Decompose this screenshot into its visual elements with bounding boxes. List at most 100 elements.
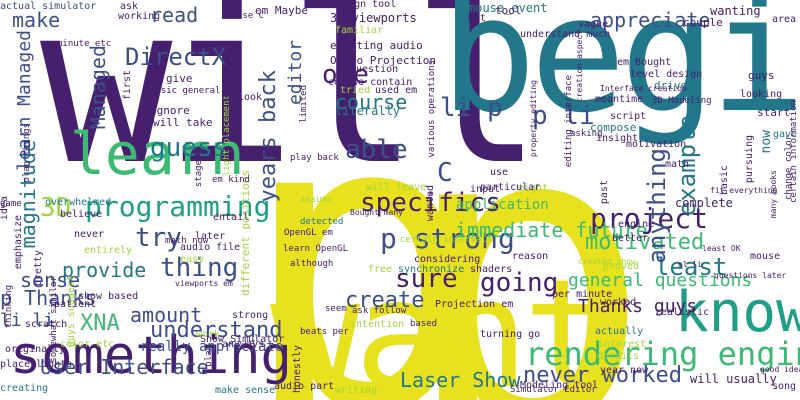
cloud-word: anyways [222,339,265,350]
cloud-word: place lights [0,359,73,370]
cloud-word: show based [78,291,139,302]
cloud-word: sense [20,268,81,292]
cloud-word: actually [595,326,644,337]
cloud-word: entail [213,212,250,223]
cloud-word: emphasize [13,215,24,270]
cloud-word: guess [150,133,229,163]
cloud-word: past [599,180,610,205]
cloud-word: em Bought [617,57,672,68]
cloud-word: meantime [595,94,644,105]
cloud-word: wanting [710,4,761,18]
cloud-word: drive [654,79,688,92]
cloud-word: minute etc [57,39,112,49]
cloud-word: reason [512,251,549,262]
cloud-word: might [518,183,549,194]
cloud-word: em kind [212,175,250,185]
cloud-word: project [590,202,709,235]
cloud-word: beats per [300,327,349,337]
cloud-word: created show [578,257,636,266]
cloud-word: certain intervals [400,235,493,245]
cloud-word: patient [54,299,97,310]
cloud-word: 3D Modeling [652,96,712,106]
cloud-word: plan [204,345,214,367]
cloud-word: one [322,60,369,90]
cloud-word: understand much [520,29,611,40]
cloud-word: Ortho Projection [330,54,436,67]
cloud-word: make sense [215,385,276,396]
cloud-word: creating [0,383,49,394]
cloud-word: least OK [702,244,741,253]
cloud-word: Bought many [350,208,403,217]
cloud-word: Show Simulator [200,334,285,345]
cloud-word: input [470,184,501,195]
cloud-word: song [772,381,797,392]
cloud-word: gave [773,129,798,140]
cloud-word: editing interface [564,75,574,168]
cloud-word: good idea [760,365,800,374]
cloud-word: later [195,231,226,242]
cloud-word: complete [675,196,733,210]
cloud-word: based [410,319,438,329]
cloud-word: learn OpenGL [283,244,349,254]
cloud-word: stage [194,160,204,188]
cloud-word: guys suggest [66,275,77,348]
cloud-word: C [437,158,453,188]
cloud-word: ol li [678,260,703,269]
cloud-word: guys [748,69,775,82]
cloud-word: worked [600,297,637,308]
cloud-word: know [675,280,800,345]
cloud-word: assume [300,195,333,205]
cloud-word: better [612,233,649,244]
cloud-word: will take [153,116,213,129]
cloud-word: use C [237,11,265,21]
cloud-word: begin [440,0,800,148]
cloud-word: create [345,288,425,313]
cloud-word: ignore [150,104,190,117]
cloud-word: p strong [380,222,515,255]
cloud-word: turning go [480,329,541,340]
cloud-word: mouse_event [468,1,548,15]
cloud-word: synchronize [398,264,465,275]
cloud-word: tool [495,4,522,17]
cloud-word: User Interface [40,355,209,379]
cloud-word: script [610,111,647,122]
cloud-word: engine [618,219,655,230]
cloud-word: compose [590,121,637,134]
cloud-word: Interface creation [600,84,687,93]
cloud-word: light placement [222,95,232,177]
cloud-word: general questions [568,270,753,291]
cloud-word: thing [160,253,239,283]
cloud-word: tried [340,85,371,96]
cloud-word: p [238,26,485,400]
cloud-word: limited [299,85,309,123]
cloud-word: looking [740,89,783,100]
cloud-word: 3D [40,193,72,223]
cloud-word: level design [630,69,703,80]
cloud-word: year now [600,365,649,376]
cloud-word: honestly [292,345,303,394]
cloud-word: many books [769,170,778,219]
cloud-word: scratch [25,319,68,330]
cloud-word: certain information [789,100,799,203]
cloud-word: various operations [427,60,437,158]
cloud-word: writing [335,385,378,396]
cloud-word: p [400,35,653,400]
cloud-word: play back [290,153,339,163]
cloud-word: immediate future [455,218,648,242]
cloud-word: fit everything [710,186,778,195]
cloud-word: strong [232,310,269,321]
cloud-word: programming [85,190,271,223]
cloud-word: start [757,106,791,119]
cloud-word: able [345,135,408,165]
cloud-word: li li [0,310,55,331]
cloud-word: math [665,159,690,170]
cloud-word: audio part [274,381,335,392]
cloud-word: course [335,90,408,114]
cloud-word: want [270,248,613,400]
cloud-word: application [456,197,549,213]
cloud-word: familiar [335,25,384,36]
cloud-word: never worked [523,363,682,388]
cloud-word: will usually [690,372,777,386]
cloud-word: ask [120,1,139,12]
cloud-word: creation aspect [575,30,584,103]
